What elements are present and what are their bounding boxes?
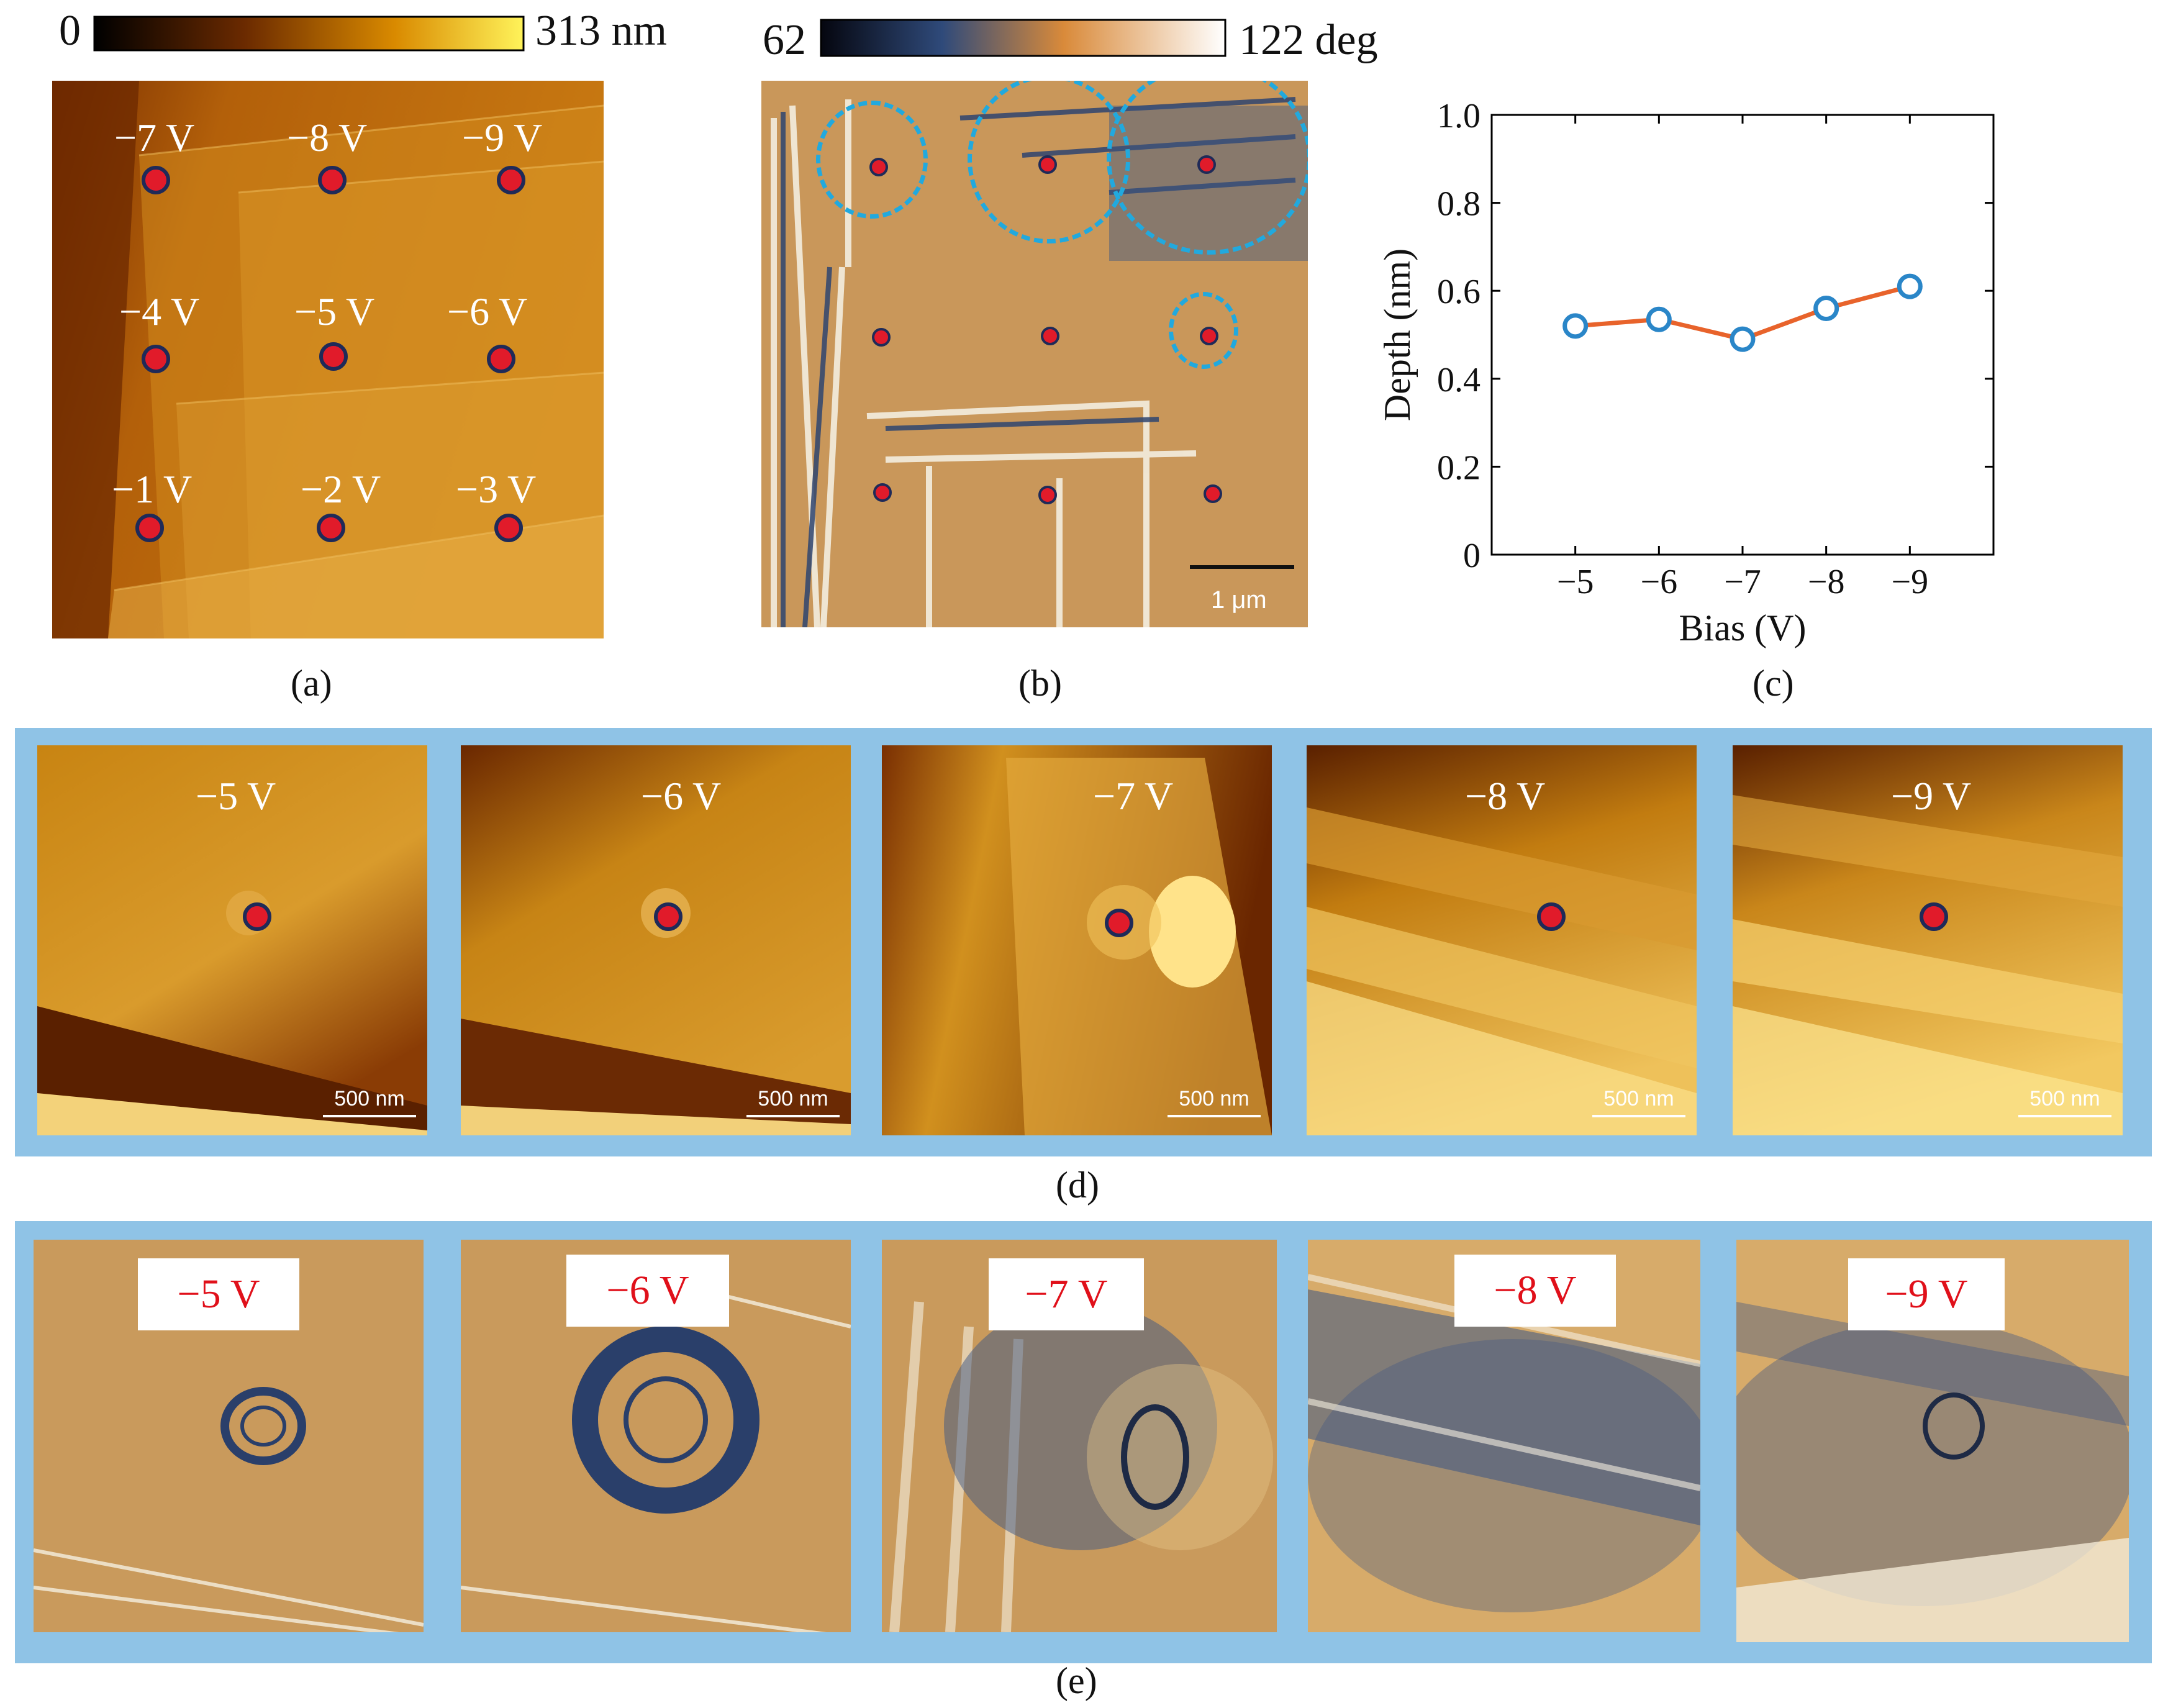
bias-tag: −9 V <box>1848 1258 2005 1330</box>
colorbar-a <box>93 16 525 52</box>
bias-label: −7 V <box>1093 774 1174 818</box>
tip-position-marker <box>142 345 170 373</box>
data-point <box>1646 306 1672 332</box>
tip-position-marker <box>1105 909 1133 937</box>
colorbar-b <box>820 19 1227 57</box>
data-point <box>1813 296 1839 322</box>
bias-label: −5 V <box>196 774 276 818</box>
tip-position-marker <box>142 166 170 194</box>
tip-position-marker <box>497 166 525 194</box>
phase-tile: −7 V <box>882 1240 1277 1632</box>
y-tick-label: 0.8 <box>1437 185 1481 224</box>
modified-region-circle <box>1107 81 1308 255</box>
tip-position-marker <box>1204 484 1222 503</box>
bias-label: −5 V <box>294 289 375 334</box>
x-tick-label: −5 <box>1557 563 1594 601</box>
bias-tag: −6 V <box>566 1255 729 1327</box>
depth-vs-bias-chart: 0 0.2 0.4 0.6 0.8 1.0 −5 −6 −7 −8 −9 Bias (V) Depth … <box>1377 97 1995 648</box>
bias-label: −7 V <box>114 116 195 160</box>
y-tick-label: 0.6 <box>1437 273 1481 311</box>
scalebar-tile: 500 nm <box>323 1087 416 1117</box>
topo-tile: −8 V 500 nm <box>1307 745 1697 1135</box>
bias-label: −9 V <box>1891 774 1972 818</box>
tip-position-marker <box>872 328 891 347</box>
y-axis-label: Depth (nm) <box>1377 248 1418 421</box>
phase-tile: −9 V <box>1736 1240 2129 1642</box>
scalebar-b-label: 1 μm <box>1211 586 1267 614</box>
bias-label: −8 V <box>287 116 368 160</box>
x-tick-label: −8 <box>1808 563 1845 601</box>
tip-position-marker <box>654 902 682 931</box>
tip-position-marker <box>318 166 347 194</box>
scalebar-tile: 500 nm <box>1592 1087 1685 1117</box>
bias-label: −8 V <box>1465 774 1546 818</box>
y-tick-label: 0.2 <box>1437 448 1481 487</box>
tip-position-marker <box>1537 902 1566 931</box>
tip-position-marker <box>319 342 348 371</box>
x-axis-label: Bias (V) <box>1679 607 1807 648</box>
tip-position-marker <box>1038 155 1057 174</box>
y-tick-label: 0.4 <box>1437 361 1481 399</box>
bias-label: −6 V <box>447 289 528 334</box>
bias-label: −2 V <box>301 467 381 511</box>
tip-position-marker <box>869 158 888 176</box>
bias-label: −4 V <box>119 289 200 334</box>
tip-position-marker <box>873 483 892 502</box>
caption-b: (b) <box>1018 663 1062 704</box>
modified-region-circle <box>1169 292 1238 369</box>
modified-region-circle <box>816 101 928 219</box>
data-point <box>1897 273 1923 299</box>
scalebar-b-line <box>1190 565 1294 569</box>
x-tick-label: −7 <box>1724 563 1761 601</box>
phase-tile: −8 V <box>1308 1240 1700 1632</box>
topo-tile: −9 V 500 nm <box>1733 745 2123 1135</box>
colorbar-b-min: 62 <box>763 16 806 64</box>
x-tick-label: −9 <box>1892 563 1929 601</box>
bias-label: −9 V <box>462 116 543 160</box>
colorbar-b-max: 122 deg <box>1239 16 1378 64</box>
topo-tile: −6 V 500 nm <box>461 745 851 1135</box>
phase-tile: −5 V <box>34 1240 424 1632</box>
tip-position-marker <box>1920 902 1948 931</box>
colorbar-a-max: 313 nm <box>535 7 667 55</box>
bias-tag: −7 V <box>989 1258 1144 1330</box>
tip-position-marker <box>317 514 345 542</box>
caption-e: (e) <box>1056 1660 1097 1701</box>
bias-label: −6 V <box>641 774 722 818</box>
bias-label: −3 V <box>456 467 537 511</box>
tip-position-marker <box>135 514 164 542</box>
tip-position-marker <box>1041 327 1059 345</box>
tip-position-marker <box>487 345 515 373</box>
tip-position-marker <box>243 902 271 931</box>
tip-position-marker <box>494 514 523 542</box>
x-tick-label: −6 <box>1641 563 1678 601</box>
tip-position-marker <box>1038 486 1057 504</box>
bias-label: −1 V <box>112 467 193 511</box>
y-tick-label: 1.0 <box>1437 97 1481 135</box>
data-point <box>1562 313 1589 339</box>
scalebar-tile: 500 nm <box>746 1087 840 1117</box>
phase-tile: −6 V <box>461 1240 851 1632</box>
scalebar-tile: 500 nm <box>2018 1087 2111 1117</box>
colorbar-a-min: 0 <box>59 7 81 55</box>
scalebar-tile: 500 nm <box>1168 1087 1261 1117</box>
phase-map-b: 1 μm <box>761 81 1308 627</box>
topo-tile: −5 V 500 nm <box>37 745 427 1135</box>
caption-a: (a) <box>291 663 332 704</box>
tip-position-marker <box>1197 155 1216 174</box>
y-tick-label: 0 <box>1463 537 1481 575</box>
data-point <box>1730 326 1756 352</box>
caption-d: (d) <box>1056 1165 1099 1206</box>
bias-tag: −8 V <box>1454 1255 1616 1327</box>
topography-map-a: −7 V −8 V −9 V −4 V −5 V −6 V −1 V −2 V … <box>52 81 604 638</box>
caption-c: (c) <box>1753 663 1794 704</box>
tip-position-marker <box>1200 327 1218 345</box>
topo-tile: −7 V 500 nm <box>882 745 1272 1135</box>
bias-tag: −5 V <box>138 1258 299 1330</box>
